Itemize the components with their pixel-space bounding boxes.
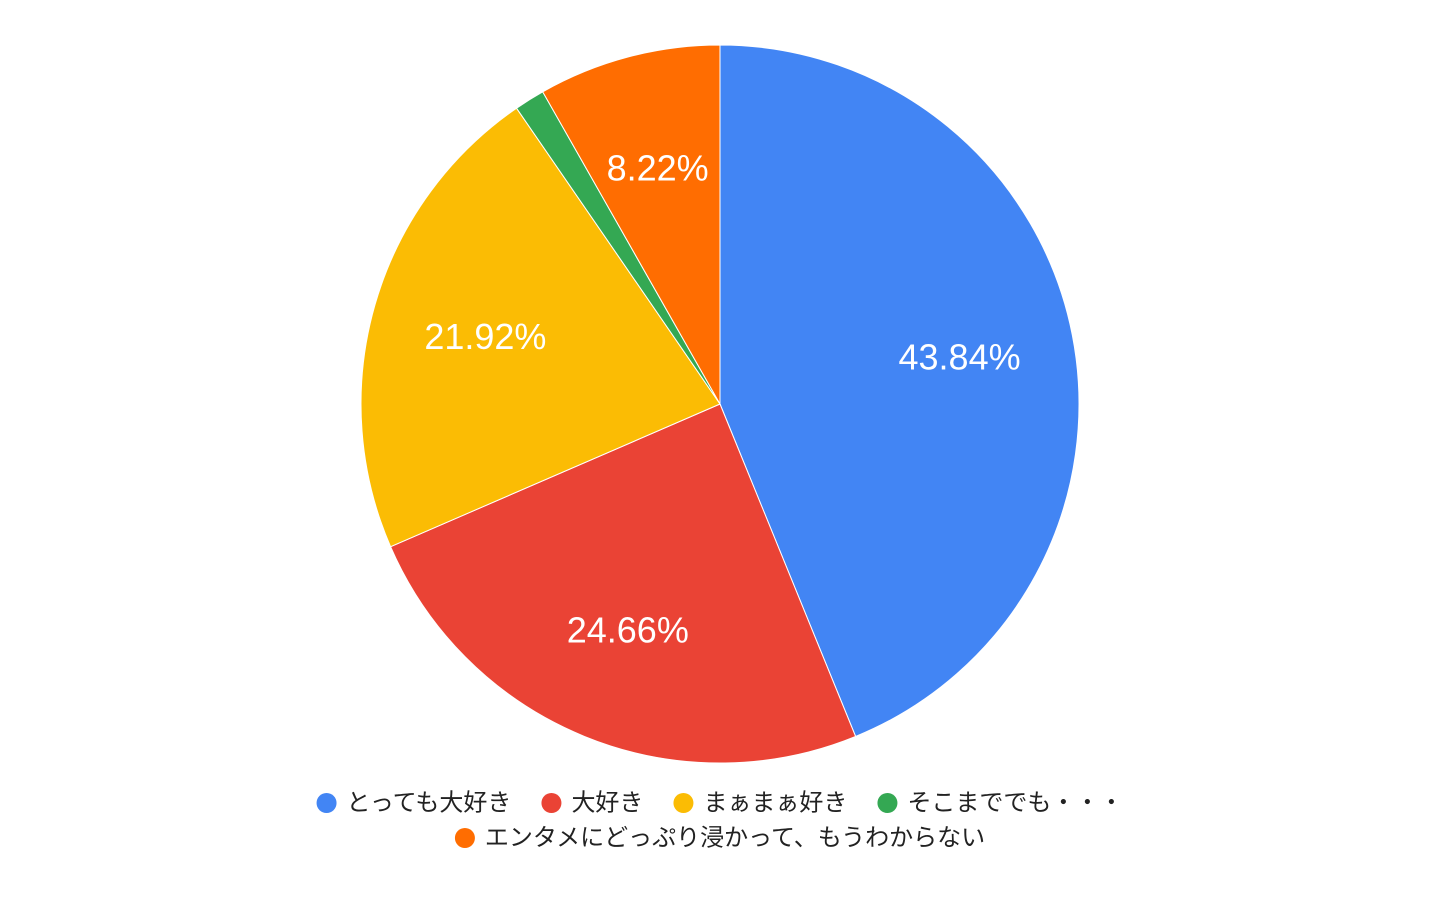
legend-text: そこまででも・・・ bbox=[907, 790, 1123, 817]
legend-marker bbox=[541, 793, 562, 813]
legend-marker bbox=[877, 793, 898, 813]
slice-label: 24.66% bbox=[567, 610, 689, 651]
legend-marker bbox=[316, 793, 337, 813]
legend-marker bbox=[673, 793, 694, 813]
legend-text: とっても大好き bbox=[347, 790, 512, 817]
pie-slice bbox=[542, 44, 721, 406]
legend-marker bbox=[454, 828, 475, 848]
pie-slice bbox=[719, 44, 1080, 738]
legend-text: まぁまぁ好き bbox=[703, 790, 847, 817]
pie-slice bbox=[360, 107, 721, 548]
slice-label: 8.22% bbox=[607, 147, 709, 188]
legend-text: 大好き bbox=[571, 790, 643, 817]
slice-label: 21.92% bbox=[424, 316, 546, 357]
pie-slice bbox=[389, 403, 857, 764]
slice-label: 43.84% bbox=[899, 337, 1021, 378]
legend-text: エンタメにどっぷり浸かって、もうわからない bbox=[485, 825, 985, 852]
